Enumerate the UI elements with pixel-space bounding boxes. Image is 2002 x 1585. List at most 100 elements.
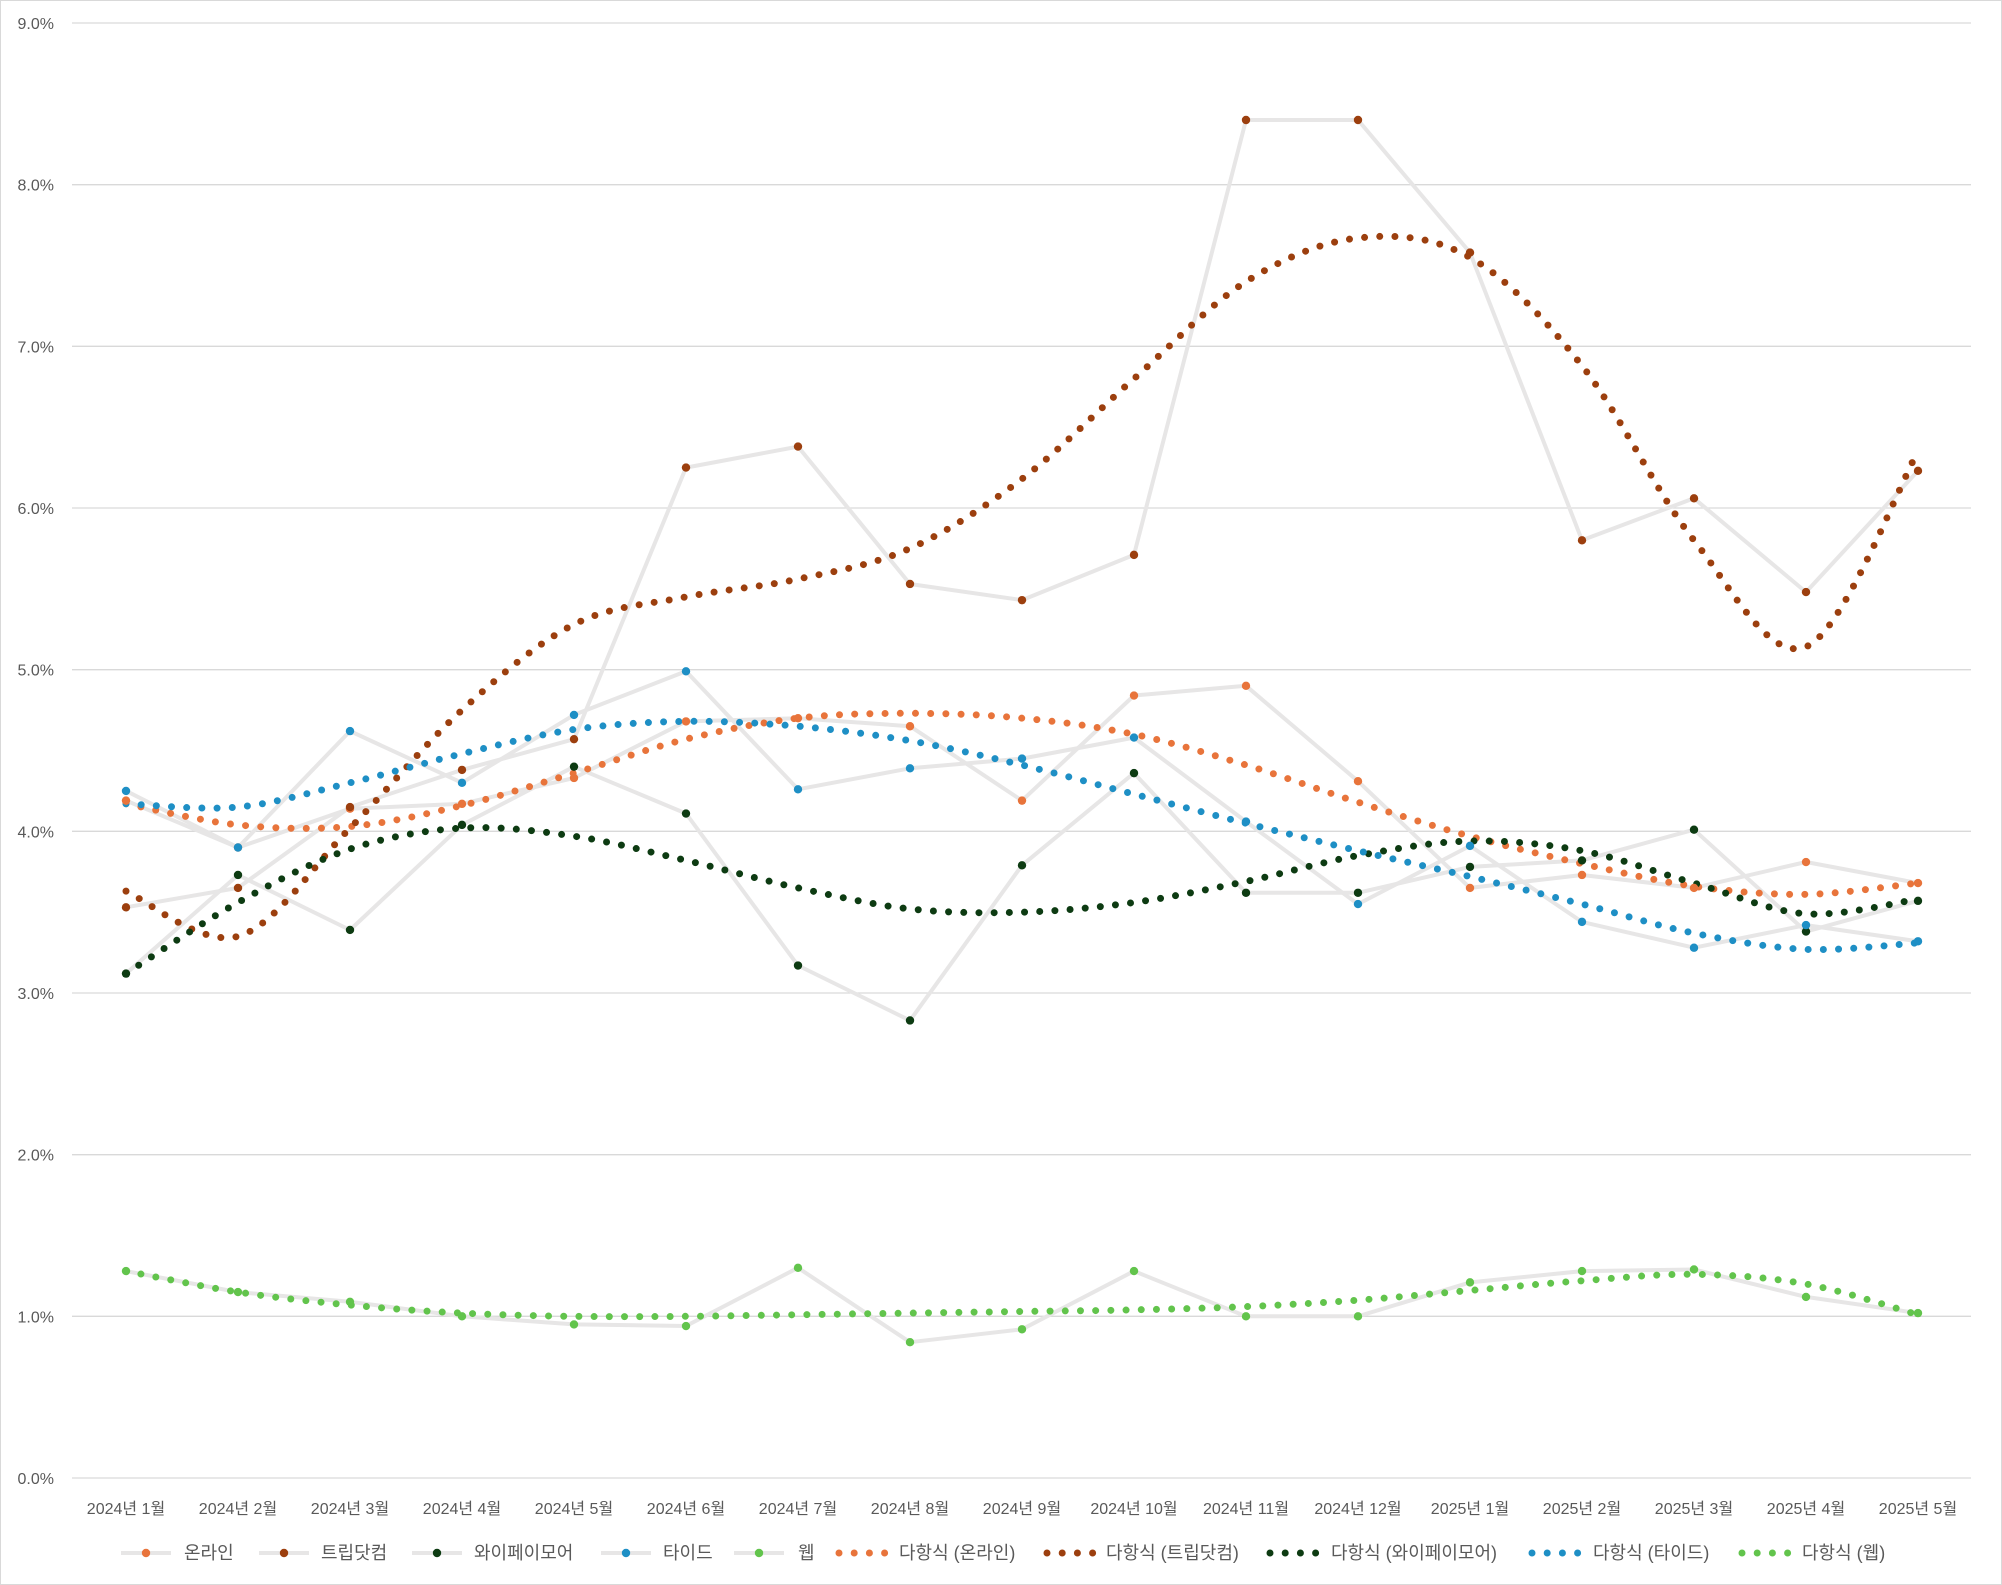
legend-item-5[interactable]: 다항식 (온라인)	[839, 1543, 1015, 1563]
x-tick-label: 2025년 3월	[1655, 1500, 1733, 1518]
data-point	[1018, 754, 1026, 762]
data-point	[570, 735, 578, 743]
legend-item-0[interactable]: 온라인	[121, 1543, 234, 1563]
data-point	[1242, 817, 1250, 825]
data-point	[1130, 551, 1138, 559]
data-point	[1914, 1309, 1922, 1317]
legend-marker-swatch	[622, 1549, 630, 1557]
legend-label: 웹	[798, 1543, 815, 1563]
legend-label: 다항식 (와이페이모어)	[1331, 1543, 1497, 1563]
legend-item-7[interactable]: 다항식 (와이페이모어)	[1270, 1543, 1497, 1563]
x-tick-label: 2024년 7월	[759, 1500, 837, 1518]
legend-item-2[interactable]: 와이페이모어	[412, 1543, 573, 1563]
data-point	[458, 800, 466, 808]
y-tick-label: 8.0%	[18, 178, 54, 195]
legend-label: 다항식 (웹)	[1802, 1543, 1885, 1563]
legend-label: 타이드	[663, 1543, 713, 1563]
trendline-7	[126, 828, 1918, 974]
data-point	[794, 1264, 802, 1272]
x-tick-label: 2024년 8월	[871, 1500, 949, 1518]
data-point	[1690, 826, 1698, 834]
data-point	[234, 884, 242, 892]
legend-marker-swatch	[433, 1549, 441, 1557]
x-tick-label: 2024년 6월	[647, 1500, 725, 1518]
data-point	[906, 1338, 914, 1346]
legend-item-9[interactable]: 다항식 (웹)	[1742, 1543, 1885, 1563]
data-point	[1690, 1265, 1698, 1273]
data-point	[682, 463, 690, 471]
legend-marker-swatch	[280, 1549, 288, 1557]
plot-area	[122, 116, 1922, 1347]
y-tick-label: 4.0%	[18, 824, 54, 841]
data-point	[122, 1267, 130, 1275]
data-point	[682, 717, 690, 725]
data-point	[1130, 769, 1138, 777]
data-point	[1242, 1312, 1250, 1320]
y-axis: 0.0% 1.0% 2.0% 3.0% 4.0% 5.0% 6.0% 7.0% 8.0% 9.0%	[18, 16, 54, 1488]
legend-item-3[interactable]: 타이드	[601, 1543, 713, 1563]
series-line-1	[126, 120, 1918, 907]
data-point	[1914, 937, 1922, 945]
data-point	[1578, 536, 1586, 544]
trendline-6	[126, 236, 1918, 938]
data-point	[1466, 842, 1474, 850]
data-point	[1690, 884, 1698, 892]
data-point	[1466, 248, 1474, 256]
x-tick-label: 2024년 11월	[1203, 1500, 1289, 1518]
data-point	[1914, 897, 1922, 905]
data-point	[1802, 921, 1810, 929]
x-tick-label: 2024년 5월	[535, 1500, 613, 1518]
legend-item-6[interactable]: 다항식 (트립닷컴)	[1047, 1543, 1239, 1563]
legend-item-8[interactable]: 다항식 (타이드)	[1532, 1543, 1709, 1563]
data-point	[1354, 1312, 1362, 1320]
data-point	[794, 961, 802, 969]
x-tick-label: 2024년 4월	[423, 1500, 501, 1518]
data-point	[1354, 889, 1362, 897]
data-point	[1354, 900, 1362, 908]
data-point	[1018, 596, 1026, 604]
data-point	[1802, 588, 1810, 596]
data-point	[1578, 871, 1586, 879]
data-point	[1802, 858, 1810, 866]
data-point	[906, 580, 914, 588]
data-point	[1466, 1278, 1474, 1286]
y-tick-label: 0.0%	[18, 1471, 54, 1488]
legend-marker-swatch	[755, 1549, 763, 1557]
x-tick-label: 2025년 4월	[1767, 1500, 1845, 1518]
legend-item-4[interactable]: 웹	[734, 1543, 815, 1563]
legend-label: 와이페이모어	[474, 1543, 573, 1563]
legend-label: 다항식 (타이드)	[1593, 1543, 1709, 1563]
legend-label: 트립닷컴	[321, 1543, 387, 1563]
data-point	[1018, 861, 1026, 869]
x-tick-label: 2024년 10월	[1090, 1500, 1177, 1518]
data-point	[1578, 1267, 1586, 1275]
data-point	[1914, 879, 1922, 887]
data-point	[682, 667, 690, 675]
x-tick-label: 2024년 1월	[87, 1500, 165, 1518]
data-point	[1914, 467, 1922, 475]
x-tick-label: 2024년 9월	[983, 1500, 1061, 1518]
y-tick-label: 3.0%	[18, 986, 54, 1003]
data-point	[1578, 856, 1586, 864]
data-point	[1242, 889, 1250, 897]
y-tick-label: 9.0%	[18, 16, 54, 33]
data-point	[1802, 1293, 1810, 1301]
x-tick-label: 2024년 2월	[199, 1500, 277, 1518]
data-point	[682, 1322, 690, 1330]
data-point	[1242, 116, 1250, 124]
data-point	[570, 1320, 578, 1328]
data-point	[1578, 918, 1586, 926]
trendline-9	[126, 1271, 1918, 1317]
x-tick-label: 2025년 5월	[1879, 1500, 1957, 1518]
y-tick-label: 1.0%	[18, 1309, 54, 1326]
data-point	[122, 969, 130, 977]
data-point	[1018, 1325, 1026, 1333]
legend-item-1[interactable]: 트립닷컴	[259, 1543, 387, 1563]
legend-marker-swatch	[142, 1549, 150, 1557]
data-point	[570, 711, 578, 719]
legend-label: 다항식 (온라인)	[899, 1543, 1015, 1563]
data-point	[122, 796, 130, 804]
data-point	[346, 1298, 354, 1306]
